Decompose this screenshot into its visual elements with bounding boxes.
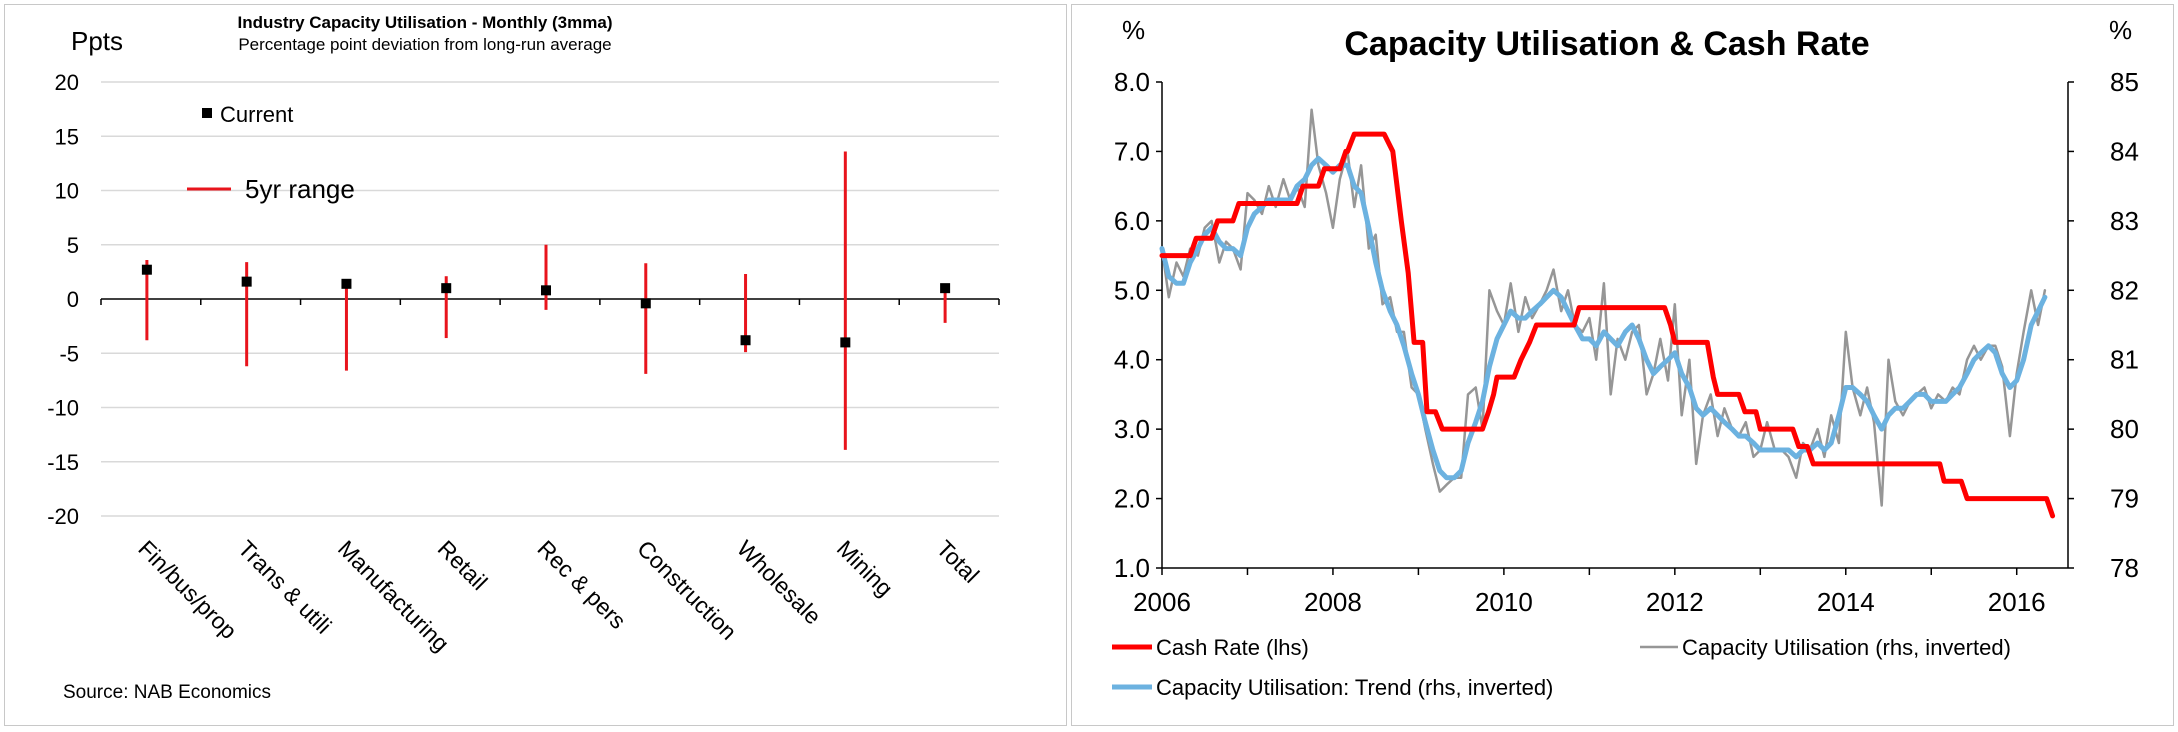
y-tick-label: -10	[47, 396, 79, 421]
x-tick-label: 2014	[1817, 587, 1875, 617]
left-tick-label: 1.0	[1114, 553, 1150, 583]
x-tick-label: 2016	[1988, 587, 2046, 617]
right-tick-label: 84	[2110, 136, 2139, 166]
x-category-label: Rec & pers	[532, 535, 631, 634]
left-tick-label: 7.0	[1114, 136, 1150, 166]
legend: Current 5yr range	[187, 102, 355, 204]
left-tick-label: 2.0	[1114, 484, 1150, 514]
y-tick-label: 0	[67, 287, 79, 312]
chart-title: Industry Capacity Utilisation - Monthly …	[238, 13, 613, 32]
right-tick-label: 80	[2110, 414, 2139, 444]
legend-current-marker	[202, 108, 212, 118]
current-marker	[640, 298, 651, 309]
left-tick-label: 4.0	[1114, 345, 1150, 375]
industry-capacity-chart: Industry Capacity Utilisation - Monthly …	[47, 13, 1000, 703]
capacity-trend-line	[1159, 155, 2048, 481]
y-tick-label: 15	[55, 124, 79, 149]
y-tick-label: -5	[59, 341, 79, 366]
x-category-label: Mining	[832, 535, 898, 601]
right-tick-label: 81	[2110, 345, 2139, 375]
legend-current-label: Current	[220, 102, 293, 127]
left-tick-label: 5.0	[1114, 275, 1150, 305]
x-tick-label: 2010	[1475, 587, 1533, 617]
capacity-cash-rate-chart: Capacity Utilisation & Cash Rate % % 8.0…	[1112, 15, 2139, 700]
y-tick-label: 5	[67, 233, 79, 258]
cash-rate-line	[1159, 131, 2056, 519]
legend-range-label: 5yr range	[245, 174, 355, 204]
industry-capacity-panel: Industry Capacity Utilisation - Monthly …	[4, 4, 1067, 726]
x-category-label: Total	[932, 535, 985, 588]
current-marker	[740, 335, 751, 346]
right-tick-label: 78	[2110, 553, 2139, 583]
x-category-label: Construction	[632, 535, 742, 645]
legend-capacity-label: Capacity Utilisation (rhs, inverted)	[1682, 635, 2011, 660]
current-marker	[341, 278, 352, 289]
chart-title: Capacity Utilisation & Cash Rate	[1344, 25, 1869, 63]
x-tick-label: 2006	[1133, 587, 1191, 617]
y-tick-label: 10	[55, 179, 79, 204]
current-marker	[541, 285, 551, 296]
chart-subtitle: Percentage point deviation from long-run…	[238, 35, 611, 54]
left-tick-label: 3.0	[1114, 414, 1150, 444]
y-axis-label: Ppts	[71, 26, 123, 56]
current-marker	[241, 276, 252, 287]
y-tick-label: -15	[47, 450, 79, 475]
right-tick-label: 83	[2110, 206, 2139, 236]
current-marker	[441, 283, 452, 294]
capacity-cash-rate-panel: Capacity Utilisation & Cash Rate % % 8.0…	[1071, 4, 2174, 726]
current-marker	[141, 264, 152, 275]
legend: Cash Rate (lhs) Capacity Utilisation (rh…	[1112, 635, 2011, 700]
legend-trend-label: Capacity Utilisation: Trend (rhs, invert…	[1156, 675, 1553, 700]
right-tick-label: 82	[2110, 275, 2139, 305]
legend-cash-rate-label: Cash Rate (lhs)	[1156, 635, 1309, 660]
current-marker	[940, 283, 951, 294]
current-marker	[840, 337, 851, 348]
x-category-label: Trans & utili	[233, 535, 337, 639]
x-category-label: Wholesale	[732, 535, 826, 629]
right-tick-label: 79	[2110, 484, 2139, 514]
right-axis-unit: %	[2109, 15, 2132, 45]
right-tick-label: 85	[2110, 67, 2139, 97]
left-axis-unit: %	[1122, 15, 1145, 45]
x-tick-label: 2008	[1304, 587, 1362, 617]
x-category-label: Fin/bus/prop	[133, 535, 242, 644]
source-note: Source: NAB Economics	[63, 682, 271, 703]
left-tick-label: 8.0	[1114, 67, 1150, 97]
y-tick-label: 20	[55, 70, 79, 95]
x-tick-label: 2012	[1646, 587, 1704, 617]
left-tick-label: 6.0	[1114, 206, 1150, 236]
x-category-label: Retail	[433, 535, 493, 595]
y-tick-label: -20	[47, 504, 79, 529]
